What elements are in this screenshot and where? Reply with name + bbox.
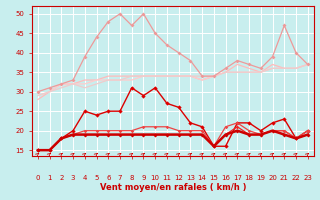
X-axis label: Vent moyen/en rafales ( km/h ): Vent moyen/en rafales ( km/h ) — [100, 183, 246, 192]
